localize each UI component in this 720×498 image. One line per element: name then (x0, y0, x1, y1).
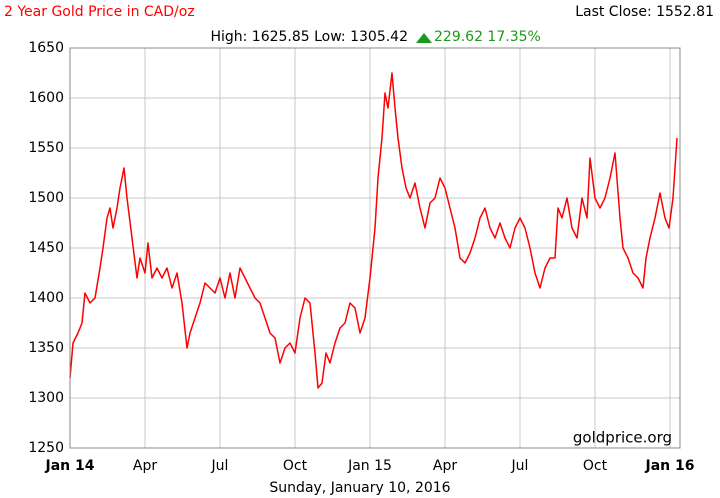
watermark: goldprice.org (573, 429, 672, 447)
y-tick-label: 1450 (28, 240, 64, 256)
date-label: Sunday, January 10, 2016 (269, 480, 450, 496)
y-tick-label: 1250 (28, 440, 64, 456)
price-line (69, 72, 678, 389)
y-tick-label: 1300 (28, 390, 64, 406)
x-tick-label: Oct (583, 458, 608, 474)
y-tick-label: 1500 (28, 190, 64, 206)
x-tick-label: Jan 15 (347, 458, 392, 474)
y-tick-label: 1550 (28, 140, 64, 156)
up-arrow (416, 33, 432, 43)
last-close: Last Close: 1552.81 (575, 4, 714, 20)
y-tick-label: 1600 (28, 90, 64, 106)
x-tick-label: Apr (433, 458, 457, 474)
y-tick-label: 1650 (28, 40, 64, 56)
x-tick-label: Jan 16 (645, 458, 695, 474)
chart-title: 2 Year Gold Price in CAD/oz (4, 4, 195, 20)
x-tick-label: Jul (211, 458, 229, 474)
x-tick-label: Jan 14 (45, 458, 95, 474)
y-tick-label: 1350 (28, 340, 64, 356)
x-tick-label: Jul (511, 458, 529, 474)
high-low: High: 1625.85 Low: 1305.42 (210, 29, 408, 45)
y-tick-label: 1400 (28, 290, 64, 306)
change: 229.62 17.35% (434, 29, 541, 45)
plot-border (69, 47, 681, 449)
x-tick-label: Apr (133, 458, 157, 474)
x-tick-label: Oct (283, 458, 308, 474)
